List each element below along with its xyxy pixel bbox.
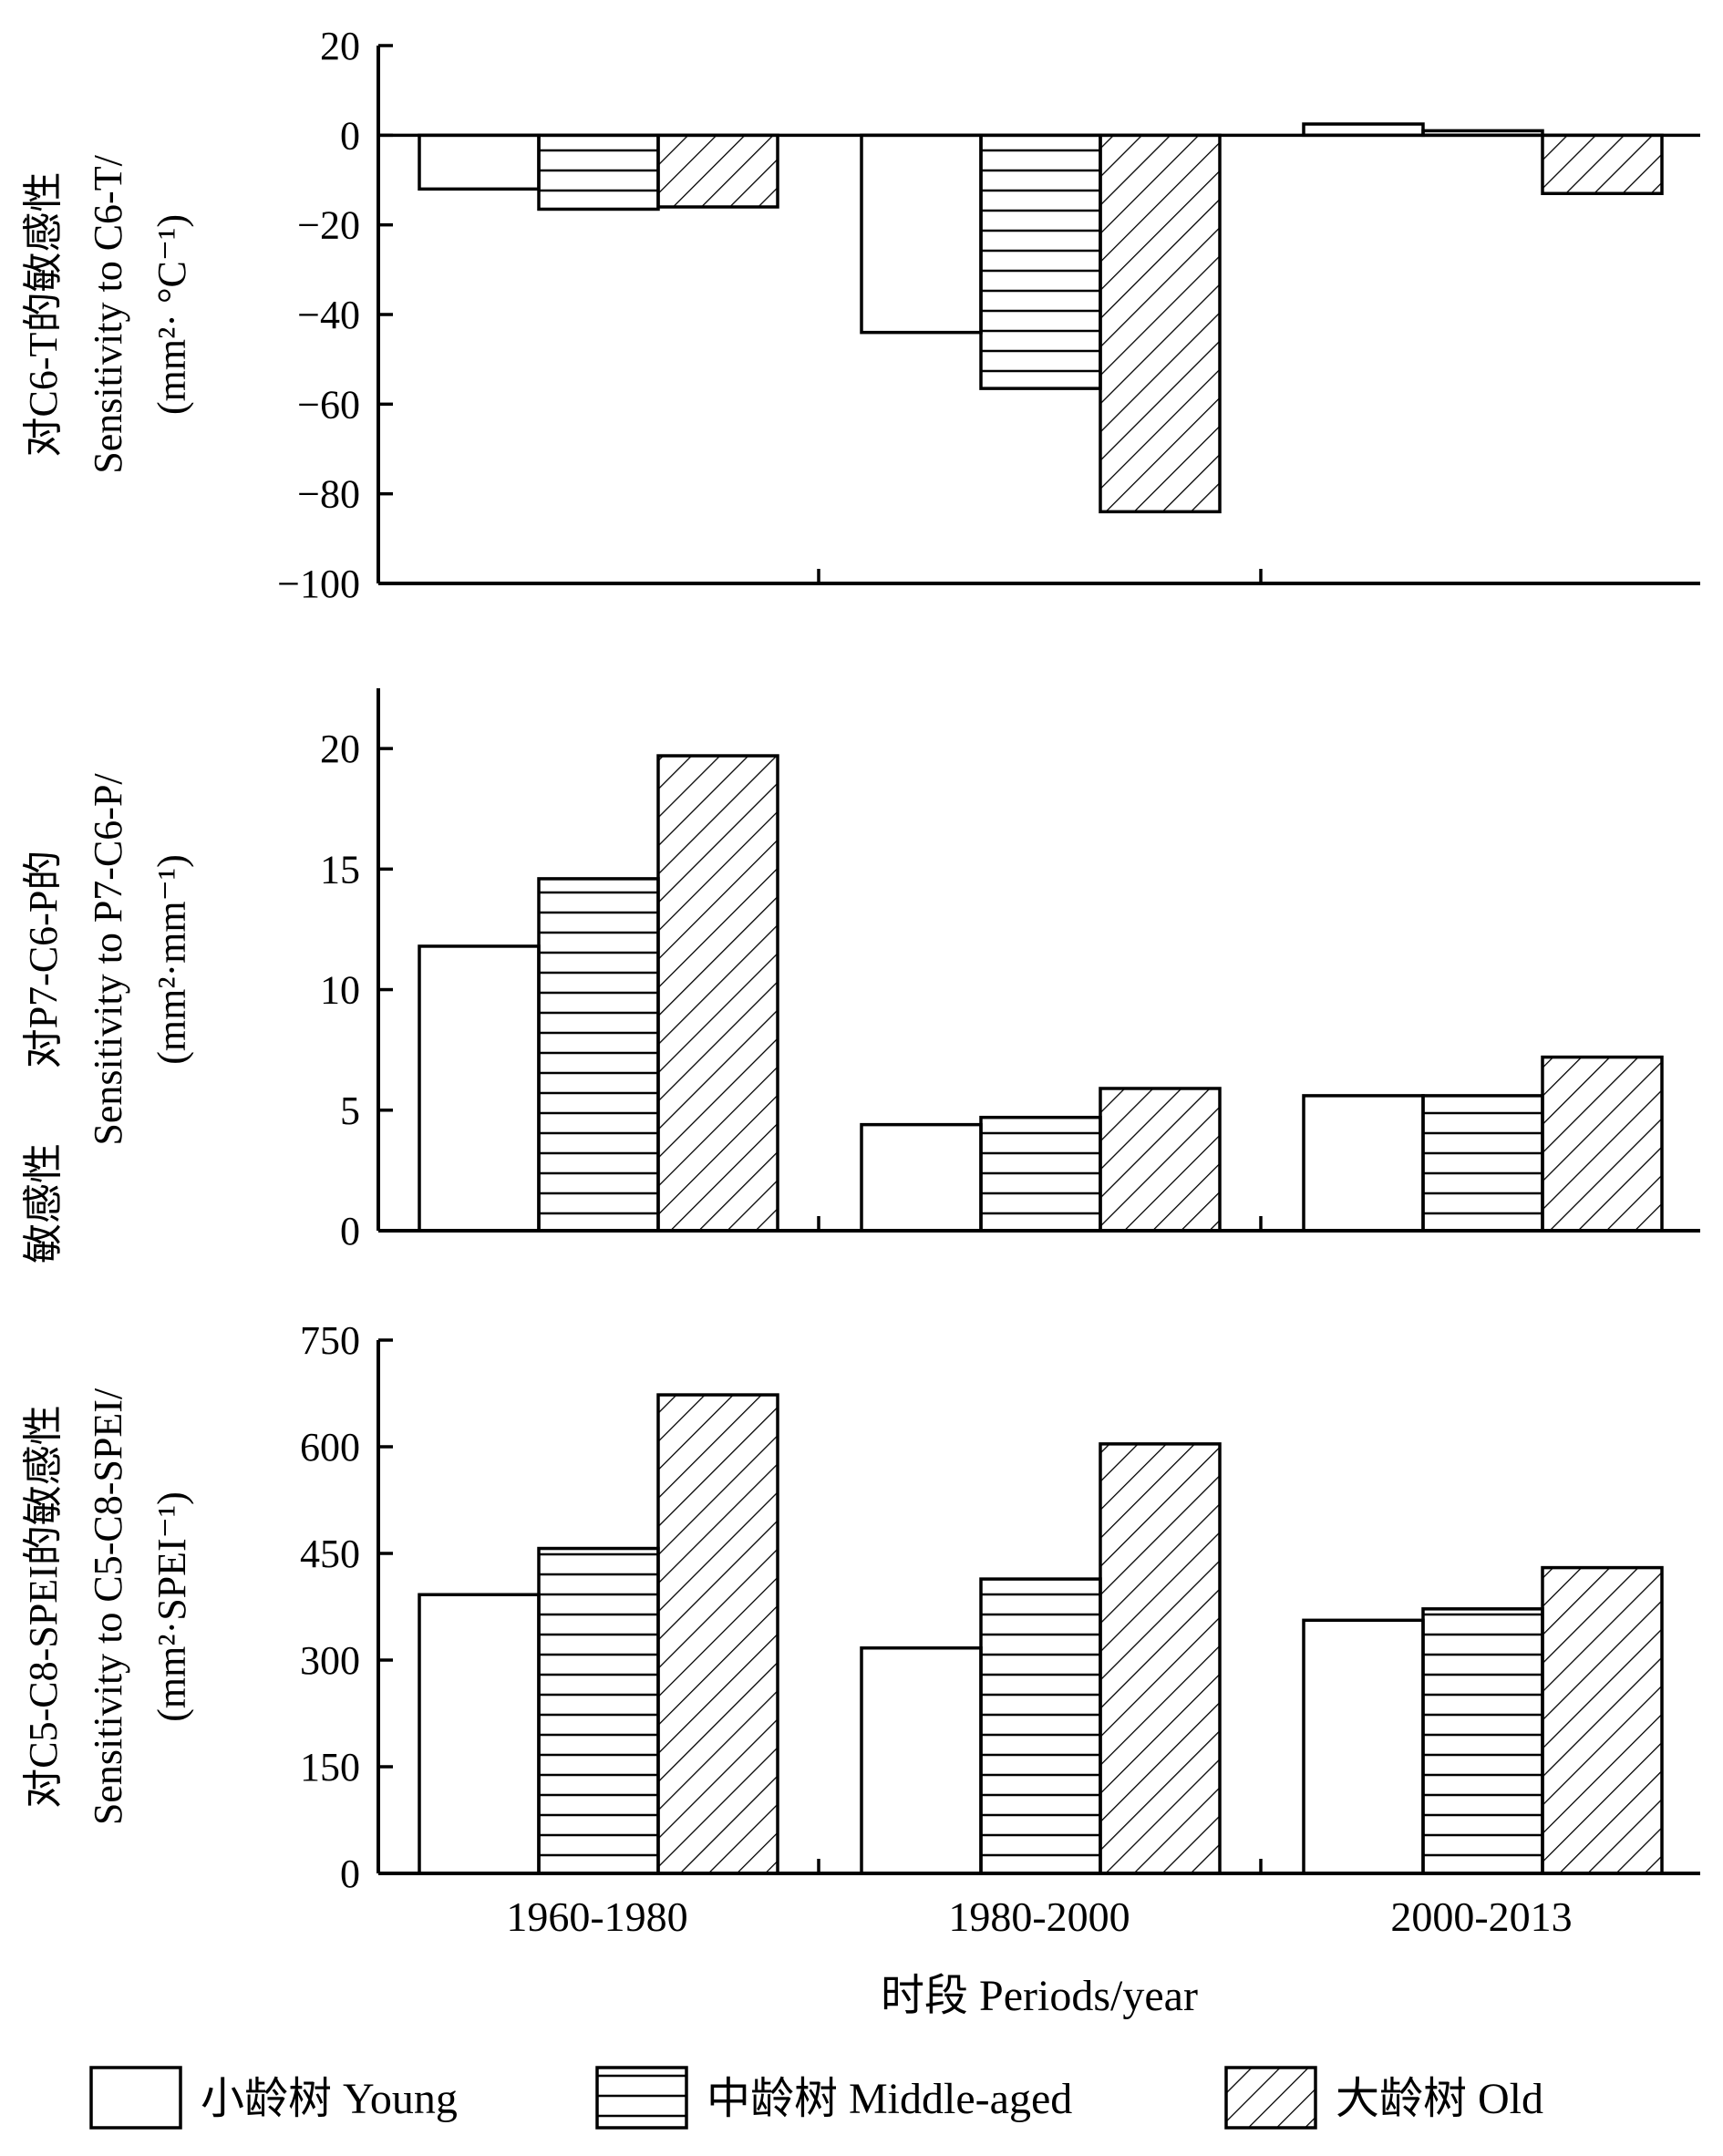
y-tick-label: 20 <box>320 727 360 771</box>
y-axis-label-line-3: (mm²·SPEI⁻¹) <box>150 1491 194 1721</box>
y-axis-label-line-2: Sensitivity to C5-C8-SPEI/ <box>86 1387 130 1825</box>
chart-panels: 20 0 −20 −40 −60 −80 −100 对C6-T的敏感性 Sensitivity … <box>21 24 1700 1896</box>
middle-ylabel-extra: 敏感性 <box>21 1143 66 1264</box>
bar-p2-c1-s1 <box>418 944 541 1233</box>
bar-p2-c1-s2 <box>537 877 660 1233</box>
bar-p1-c2-s2 <box>979 133 1102 390</box>
bar-p3-c2-s3 <box>1099 1442 1222 1875</box>
y-tick-label: 0 <box>340 1209 360 1253</box>
y-tick-label: 300 <box>300 1638 360 1683</box>
bar-p3-c3-s3 <box>1541 1565 1664 1875</box>
bar-p1-c2-s3 <box>1099 133 1222 514</box>
y-axis-label-line-1: 对C6-T的敏感性 <box>21 172 66 458</box>
bar-p3-c2-s1 <box>860 1645 983 1875</box>
y-axis-label-line-1: 对C5-C8-SPEI的敏感性 <box>21 1405 66 1808</box>
y-tick-label: −60 <box>297 382 360 427</box>
y-axis-label-line-3: (mm²·mm⁻¹) <box>150 854 194 1064</box>
x-axis-title: 时段 Periods/year <box>881 1972 1198 2020</box>
bar-p3-c3-s1 <box>1302 1618 1425 1875</box>
bar-p2-c2-s2 <box>979 1115 1102 1233</box>
y-tick-label: 0 <box>340 113 360 158</box>
y-tick-label: 150 <box>300 1745 360 1790</box>
bar-p1-c2-s1 <box>860 133 983 335</box>
y-tick-label: −20 <box>297 203 360 248</box>
bar-p1-c1-s2 <box>537 133 660 211</box>
y-tick-label: −100 <box>277 562 360 606</box>
y-tick-label: 450 <box>300 1532 360 1576</box>
x-tick-label: 2000-2013 <box>1390 1893 1572 1940</box>
chart-panel-3: 750 600 450 300 150 0 对C5-C8-SPEI的敏感性 Sensitivi… <box>21 1318 1700 1896</box>
y-axis-label-line-2: Sensitivity to P7-C6-P/ <box>86 773 130 1146</box>
y-tick-label: 0 <box>340 1852 360 1896</box>
y-tick-label: 15 <box>320 847 360 892</box>
bar-p2-c1-s3 <box>656 754 779 1233</box>
bar-p2-c3-s2 <box>1421 1094 1544 1233</box>
y-tick-label: 600 <box>300 1425 360 1470</box>
legend-label-2: 中龄树 Middle-aged <box>707 2075 1072 2123</box>
bar-p3-c1-s1 <box>418 1593 541 1875</box>
bar-p1-c3-s1 <box>1302 122 1425 138</box>
bar-p3-c1-s2 <box>537 1546 660 1875</box>
bar-p1-c1-s1 <box>418 133 541 191</box>
bar-p3-c2-s2 <box>979 1577 1102 1875</box>
bar-p1-c3-s3 <box>1541 133 1664 195</box>
y-tick-label: −80 <box>297 472 360 517</box>
chart-panel-2: 20 15 10 5 0 对P7-C6-P的 Sensitivity to P7-C6-P/… <box>21 688 1700 1253</box>
bar-p3-c3-s2 <box>1421 1607 1544 1875</box>
x-tick-label: 1960-1980 <box>506 1893 687 1940</box>
chart-panel-1: 20 0 −20 −40 −60 −80 −100 对C6-T的敏感性 Sensitivity … <box>21 24 1700 606</box>
legend-swatch-1 <box>89 2066 182 2130</box>
y-tick-label: 750 <box>300 1318 360 1363</box>
bar-p2-c2-s3 <box>1099 1087 1222 1233</box>
x-tick-label: 1980-2000 <box>948 1893 1130 1940</box>
legend-label-1: 小龄树 Young <box>201 2075 458 2123</box>
y-tick-label: 20 <box>320 24 360 68</box>
bar-p2-c3-s3 <box>1541 1055 1664 1233</box>
y-tick-label: 10 <box>320 968 360 1013</box>
legend: 小龄树 Young 中龄树 Middle-aged 大龄树 Old <box>89 2066 1543 2130</box>
bar-p2-c3-s1 <box>1302 1094 1425 1233</box>
y-tick-label: 5 <box>340 1088 360 1133</box>
bar-p1-c1-s3 <box>656 133 779 209</box>
bar-p3-c1-s3 <box>656 1393 779 1875</box>
y-axis-label-line-2: Sensitivity to C6-T/ <box>86 154 130 473</box>
y-axis-label-line-1: 对P7-C6-P的 <box>21 851 66 1069</box>
y-tick-label: −40 <box>297 293 360 337</box>
bar-p2-c2-s1 <box>860 1122 983 1233</box>
x-axis-labels: 1960-1980 1980-2000 2000-2013 <box>506 1893 1572 1940</box>
y-axis-label-line-3: (mm²· °C⁻¹) <box>150 214 194 415</box>
legend-swatch-3 <box>1224 2066 1317 2130</box>
legend-label-3: 大龄树 Old <box>1336 2075 1543 2123</box>
legend-swatch-2 <box>595 2066 688 2130</box>
